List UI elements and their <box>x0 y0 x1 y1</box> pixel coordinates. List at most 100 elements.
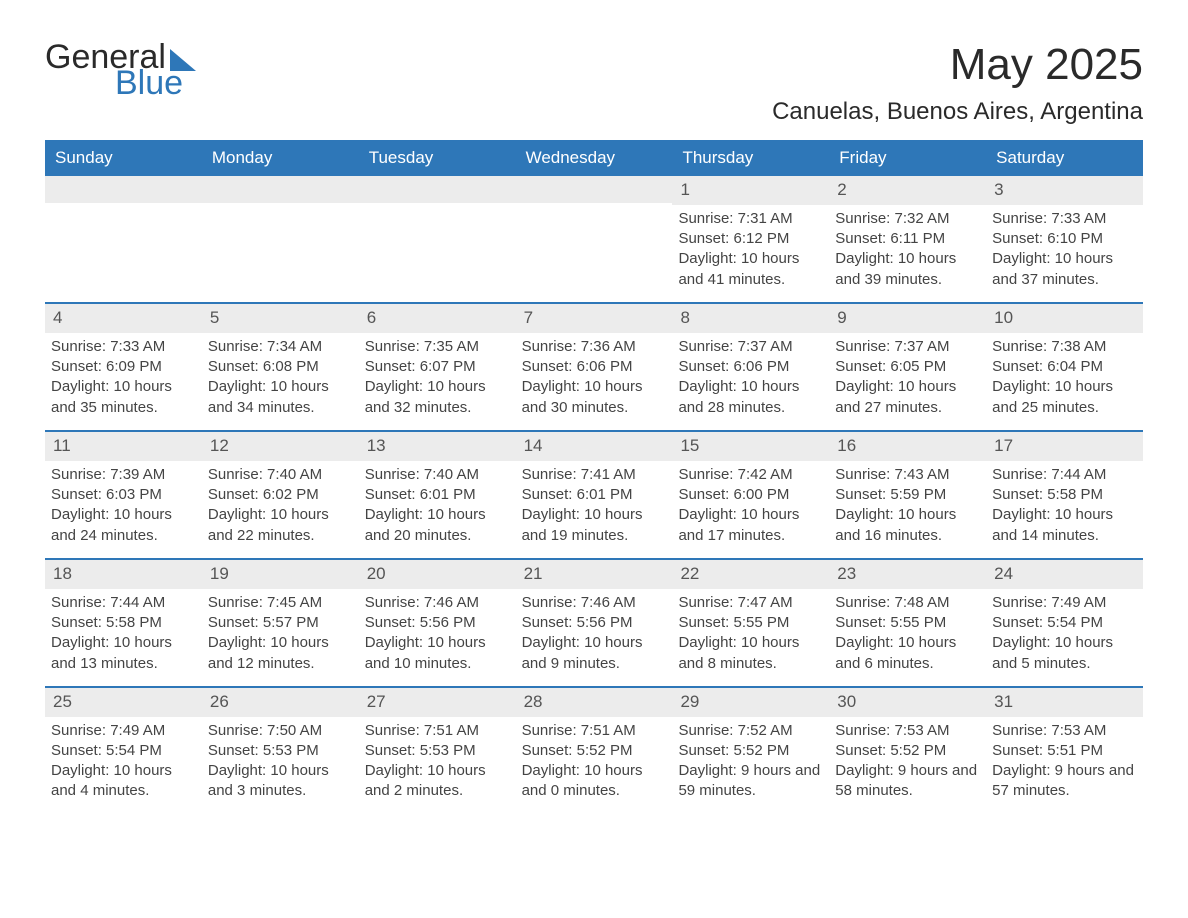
header: General Blue May 2025 Canuelas, Buenos A… <box>45 40 1143 126</box>
day-cell-10: 10Sunrise: 7:38 AMSunset: 6:04 PMDayligh… <box>986 302 1143 430</box>
day-cell-21: 21Sunrise: 7:46 AMSunset: 5:56 PMDayligh… <box>516 558 673 686</box>
calendar: SundayMondayTuesdayWednesdayThursdayFrid… <box>45 140 1143 814</box>
sunset-text: Sunset: 5:52 PM <box>678 741 821 761</box>
day-number <box>359 176 516 203</box>
day-content: Sunrise: 7:48 AMSunset: 5:55 PMDaylight:… <box>829 589 986 686</box>
day-content: Sunrise: 7:52 AMSunset: 5:52 PMDaylight:… <box>672 717 829 814</box>
sunset-text: Sunset: 6:04 PM <box>992 357 1135 377</box>
day-cell-30: 30Sunrise: 7:53 AMSunset: 5:52 PMDayligh… <box>829 686 986 814</box>
daylight-text: Daylight: 10 hours and 4 minutes. <box>51 761 194 802</box>
sunrise-text: Sunrise: 7:37 AM <box>835 337 978 357</box>
sunrise-text: Sunrise: 7:37 AM <box>678 337 821 357</box>
sunset-text: Sunset: 6:00 PM <box>678 485 821 505</box>
daylight-text: Daylight: 10 hours and 0 minutes. <box>522 761 665 802</box>
day-content: Sunrise: 7:41 AMSunset: 6:01 PMDaylight:… <box>516 461 673 558</box>
sunrise-text: Sunrise: 7:40 AM <box>365 465 508 485</box>
day-number: 11 <box>45 430 202 461</box>
day-number: 27 <box>359 686 516 717</box>
sunrise-text: Sunrise: 7:35 AM <box>365 337 508 357</box>
daylight-text: Daylight: 10 hours and 2 minutes. <box>365 761 508 802</box>
week-row: 11Sunrise: 7:39 AMSunset: 6:03 PMDayligh… <box>45 430 1143 558</box>
day-number: 28 <box>516 686 673 717</box>
daylight-text: Daylight: 10 hours and 41 minutes. <box>678 249 821 290</box>
day-number: 3 <box>986 176 1143 205</box>
sunrise-text: Sunrise: 7:43 AM <box>835 465 978 485</box>
daylight-text: Daylight: 10 hours and 27 minutes. <box>835 377 978 418</box>
day-content: Sunrise: 7:36 AMSunset: 6:06 PMDaylight:… <box>516 333 673 430</box>
day-number: 20 <box>359 558 516 589</box>
day-number: 29 <box>672 686 829 717</box>
weekday-wednesday: Wednesday <box>516 140 673 176</box>
daylight-text: Daylight: 10 hours and 30 minutes. <box>522 377 665 418</box>
day-empty <box>202 176 359 302</box>
daylight-text: Daylight: 10 hours and 14 minutes. <box>992 505 1135 546</box>
day-number: 31 <box>986 686 1143 717</box>
day-cell-25: 25Sunrise: 7:49 AMSunset: 5:54 PMDayligh… <box>45 686 202 814</box>
sunrise-text: Sunrise: 7:38 AM <box>992 337 1135 357</box>
daylight-text: Daylight: 10 hours and 35 minutes. <box>51 377 194 418</box>
day-cell-29: 29Sunrise: 7:52 AMSunset: 5:52 PMDayligh… <box>672 686 829 814</box>
daylight-text: Daylight: 10 hours and 20 minutes. <box>365 505 508 546</box>
day-number: 25 <box>45 686 202 717</box>
day-content: Sunrise: 7:46 AMSunset: 5:56 PMDaylight:… <box>359 589 516 686</box>
sunrise-text: Sunrise: 7:47 AM <box>678 593 821 613</box>
day-content: Sunrise: 7:35 AMSunset: 6:07 PMDaylight:… <box>359 333 516 430</box>
day-number: 12 <box>202 430 359 461</box>
week-row: 18Sunrise: 7:44 AMSunset: 5:58 PMDayligh… <box>45 558 1143 686</box>
daylight-text: Daylight: 10 hours and 37 minutes. <box>992 249 1135 290</box>
sunset-text: Sunset: 6:07 PM <box>365 357 508 377</box>
weekday-monday: Monday <box>202 140 359 176</box>
day-content: Sunrise: 7:37 AMSunset: 6:06 PMDaylight:… <box>672 333 829 430</box>
sunset-text: Sunset: 6:10 PM <box>992 229 1135 249</box>
day-cell-27: 27Sunrise: 7:51 AMSunset: 5:53 PMDayligh… <box>359 686 516 814</box>
day-number: 16 <box>829 430 986 461</box>
sunrise-text: Sunrise: 7:51 AM <box>522 721 665 741</box>
day-content: Sunrise: 7:38 AMSunset: 6:04 PMDaylight:… <box>986 333 1143 430</box>
week-row: 4Sunrise: 7:33 AMSunset: 6:09 PMDaylight… <box>45 302 1143 430</box>
sunrise-text: Sunrise: 7:34 AM <box>208 337 351 357</box>
sunset-text: Sunset: 5:53 PM <box>208 741 351 761</box>
sunset-text: Sunset: 6:05 PM <box>835 357 978 377</box>
daylight-text: Daylight: 10 hours and 10 minutes. <box>365 633 508 674</box>
weekday-friday: Friday <box>829 140 986 176</box>
daylight-text: Daylight: 9 hours and 58 minutes. <box>835 761 978 802</box>
day-cell-26: 26Sunrise: 7:50 AMSunset: 5:53 PMDayligh… <box>202 686 359 814</box>
day-content: Sunrise: 7:33 AMSunset: 6:09 PMDaylight:… <box>45 333 202 430</box>
weekday-sunday: Sunday <box>45 140 202 176</box>
day-content: Sunrise: 7:44 AMSunset: 5:58 PMDaylight:… <box>986 461 1143 558</box>
sunrise-text: Sunrise: 7:33 AM <box>992 209 1135 229</box>
daylight-text: Daylight: 10 hours and 3 minutes. <box>208 761 351 802</box>
day-cell-6: 6Sunrise: 7:35 AMSunset: 6:07 PMDaylight… <box>359 302 516 430</box>
weekday-tuesday: Tuesday <box>359 140 516 176</box>
sunset-text: Sunset: 5:59 PM <box>835 485 978 505</box>
sunset-text: Sunset: 5:58 PM <box>51 613 194 633</box>
day-content: Sunrise: 7:43 AMSunset: 5:59 PMDaylight:… <box>829 461 986 558</box>
day-cell-1: 1Sunrise: 7:31 AMSunset: 6:12 PMDaylight… <box>672 176 829 302</box>
sunset-text: Sunset: 5:56 PM <box>522 613 665 633</box>
day-number <box>45 176 202 203</box>
sunset-text: Sunset: 5:54 PM <box>992 613 1135 633</box>
sunset-text: Sunset: 5:55 PM <box>678 613 821 633</box>
sunrise-text: Sunrise: 7:50 AM <box>208 721 351 741</box>
day-number: 8 <box>672 302 829 333</box>
day-number: 5 <box>202 302 359 333</box>
day-content: Sunrise: 7:51 AMSunset: 5:52 PMDaylight:… <box>516 717 673 814</box>
day-content: Sunrise: 7:53 AMSunset: 5:52 PMDaylight:… <box>829 717 986 814</box>
day-cell-28: 28Sunrise: 7:51 AMSunset: 5:52 PMDayligh… <box>516 686 673 814</box>
daylight-text: Daylight: 10 hours and 32 minutes. <box>365 377 508 418</box>
day-number: 9 <box>829 302 986 333</box>
day-cell-7: 7Sunrise: 7:36 AMSunset: 6:06 PMDaylight… <box>516 302 673 430</box>
day-number: 15 <box>672 430 829 461</box>
sunset-text: Sunset: 6:03 PM <box>51 485 194 505</box>
daylight-text: Daylight: 10 hours and 16 minutes. <box>835 505 978 546</box>
sunset-text: Sunset: 5:58 PM <box>992 485 1135 505</box>
day-content: Sunrise: 7:40 AMSunset: 6:01 PMDaylight:… <box>359 461 516 558</box>
day-cell-18: 18Sunrise: 7:44 AMSunset: 5:58 PMDayligh… <box>45 558 202 686</box>
day-cell-19: 19Sunrise: 7:45 AMSunset: 5:57 PMDayligh… <box>202 558 359 686</box>
day-cell-9: 9 Sunrise: 7:37 AMSunset: 6:05 PMDaylight… <box>829 302 986 430</box>
day-empty <box>359 176 516 302</box>
sunrise-text: Sunrise: 7:44 AM <box>51 593 194 613</box>
sunrise-text: Sunrise: 7:53 AM <box>835 721 978 741</box>
title-block: May 2025 Canuelas, Buenos Aires, Argenti… <box>772 40 1143 126</box>
day-content: Sunrise: 7:49 AMSunset: 5:54 PMDaylight:… <box>45 717 202 814</box>
